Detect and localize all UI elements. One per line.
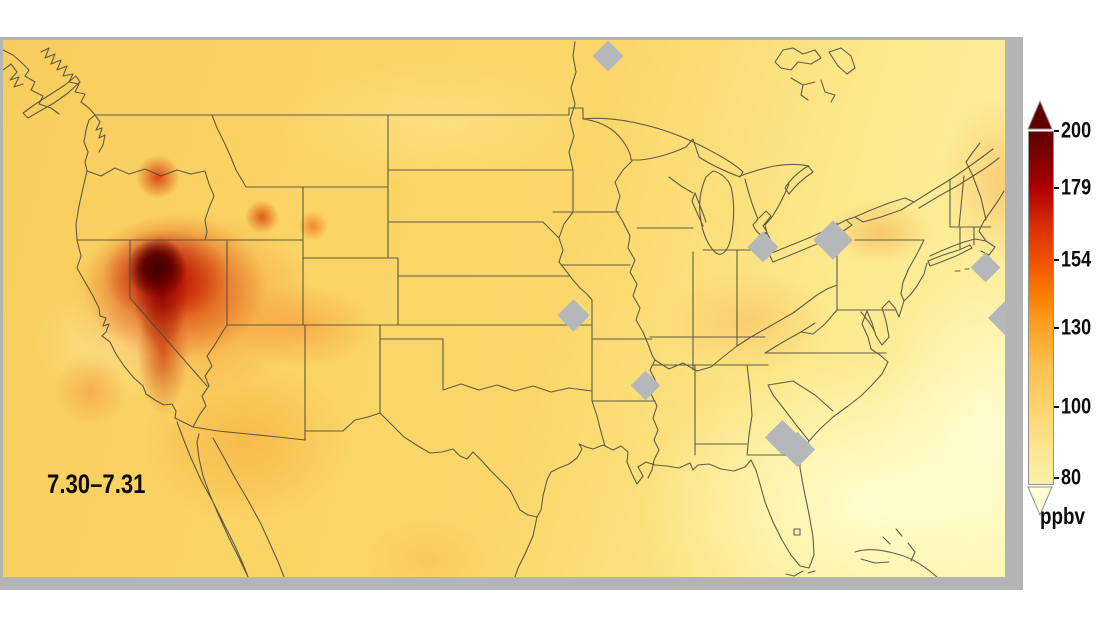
state-lines-west <box>76 114 631 441</box>
colorbar-tick-mark <box>1054 327 1059 329</box>
colorbar-tick-label: 80 <box>1061 464 1082 490</box>
west-coastline <box>75 114 177 419</box>
colorbar-unit-label: ppbv <box>1040 503 1086 529</box>
lake-michigan <box>691 170 735 255</box>
vancouver-island <box>22 75 81 119</box>
rio-grande <box>379 412 538 518</box>
mexico-border <box>174 412 381 441</box>
colorbar-tick-label: 200 <box>1061 117 1092 143</box>
colorbar-tick-mark <box>1054 259 1059 261</box>
colorbar-under-arrow <box>1027 486 1053 516</box>
bc-coastline <box>40 47 96 116</box>
mexico-west-coast <box>212 437 285 577</box>
colorbar-tick-mark <box>1054 130 1059 132</box>
map-borders-overlay <box>3 41 1005 577</box>
colorbar-over-arrow-shape <box>1027 100 1053 130</box>
colorbar-tick-label: 130 <box>1061 314 1092 340</box>
mississippi-river <box>614 160 660 479</box>
mexico-gulf-coast <box>514 516 538 577</box>
canada-lakes <box>774 47 856 103</box>
long-island <box>927 244 973 272</box>
new-england-coast <box>929 190 1005 257</box>
colorbar-over-arrow <box>1027 100 1053 130</box>
baja-peninsula <box>176 421 249 577</box>
st-lawrence-river <box>913 148 1000 209</box>
colorbar-tick-label: 154 <box>1061 246 1092 272</box>
colorbar-tick-mark <box>1054 477 1059 479</box>
canada-border <box>94 107 584 120</box>
map-area: 7.30–7.31 <box>3 40 1005 577</box>
colorbar: 200 179 154 130 100 80 ppbv <box>1026 100 1109 560</box>
florida-keys <box>785 528 816 577</box>
state-lines-east <box>764 142 992 442</box>
puget-sound <box>94 114 106 153</box>
colorbar-tick-mark <box>1054 406 1059 408</box>
colorbar-bar <box>1028 131 1054 485</box>
cuba-bahamas <box>854 528 938 577</box>
wa-or-border <box>86 167 206 177</box>
colorbar-tick-label: 100 <box>1061 393 1092 419</box>
colorbar-under-arrow-shape <box>1027 486 1053 516</box>
lake-ontario <box>854 197 915 223</box>
coast-inlets <box>3 49 60 115</box>
lake-superior <box>582 117 744 178</box>
state-lines-midwest <box>636 176 838 372</box>
lake-huron <box>739 163 814 237</box>
gulf-atlantic-coastline <box>536 262 928 569</box>
colorbar-tick-mark <box>1054 187 1059 189</box>
date-range-label: 7.30–7.31 <box>47 469 146 499</box>
colorbar-tick-label: 179 <box>1061 174 1092 200</box>
state-lines-central <box>379 324 801 456</box>
red-river <box>568 41 577 171</box>
